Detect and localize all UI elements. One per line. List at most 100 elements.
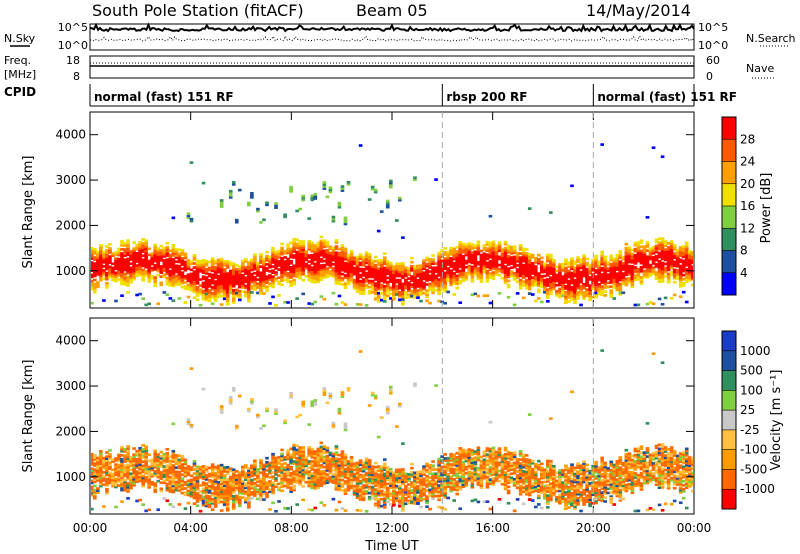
power-cell	[120, 272, 124, 276]
velocity-cell	[177, 480, 182, 484]
power-cell	[319, 278, 324, 282]
velocity-cell	[286, 478, 290, 481]
power-cell	[147, 280, 151, 283]
power-cell	[250, 285, 254, 288]
power-cell	[186, 273, 191, 277]
velocity-cell	[216, 470, 221, 474]
power-cell	[138, 253, 142, 256]
power-cell	[328, 257, 333, 261]
power-cell	[588, 263, 592, 267]
power-cell	[93, 284, 97, 288]
power-cell	[373, 292, 378, 296]
velocity-cell	[343, 453, 348, 457]
power-cell	[307, 274, 312, 278]
velocity-cell	[346, 466, 351, 469]
velocity-cell	[319, 472, 324, 475]
velocity-cell	[346, 484, 351, 488]
velocity-cell	[117, 471, 121, 475]
power-cell	[370, 287, 375, 291]
power-cell	[322, 276, 327, 279]
velocity-cell	[222, 478, 227, 481]
power-cell	[361, 274, 366, 277]
power-cell	[289, 255, 293, 259]
power-cell	[678, 280, 683, 284]
power-cell	[497, 247, 502, 251]
power-cell	[102, 265, 106, 268]
power-cell	[639, 267, 644, 271]
power-cell	[416, 274, 420, 278]
power-cell	[642, 259, 647, 263]
power-cell	[524, 258, 529, 261]
power-cell	[99, 244, 103, 247]
power-cell	[506, 267, 511, 270]
power-cell	[228, 275, 233, 279]
power-cell	[549, 257, 553, 261]
power-cell	[564, 287, 568, 290]
velocity-cell	[222, 488, 227, 492]
power-cell	[582, 268, 586, 272]
power-cell	[292, 272, 296, 276]
power-cell	[250, 287, 254, 290]
power-cell	[552, 277, 556, 280]
power-cell	[657, 270, 662, 273]
power-cell	[213, 299, 218, 302]
power-cell	[470, 293, 475, 297]
velocity-cell	[253, 482, 257, 485]
power-cell	[624, 263, 629, 266]
velocity-cell	[313, 474, 318, 478]
power-cell	[129, 270, 133, 274]
power-cell	[582, 274, 586, 278]
power-cell	[177, 258, 182, 262]
power-cell	[370, 259, 375, 262]
power-cell	[630, 285, 635, 289]
power-cell	[126, 282, 130, 285]
velocity-cell	[286, 449, 290, 453]
velocity-cell	[259, 471, 263, 475]
velocity-cell	[105, 451, 109, 454]
power-cell	[328, 261, 333, 265]
velocity-cell	[174, 474, 179, 478]
power-cell	[168, 249, 173, 253]
power-cell	[449, 271, 453, 275]
power-cell	[573, 301, 577, 304]
velocity-cell	[213, 465, 218, 469]
power-cell	[283, 272, 287, 276]
power-cell	[452, 263, 457, 267]
power-cell	[186, 265, 191, 268]
velocity-cell	[301, 450, 306, 453]
velocity-cell	[262, 490, 266, 493]
velocity-cell	[228, 402, 233, 405]
power-cell	[437, 265, 441, 269]
power-cell	[543, 290, 547, 294]
velocity-cell	[301, 464, 306, 468]
velocity-cell	[132, 469, 136, 473]
power-cell	[361, 284, 366, 287]
power-cell	[398, 270, 402, 274]
power-cell	[518, 264, 523, 268]
power-cell	[582, 272, 586, 276]
power-cell	[543, 280, 547, 284]
velocity-cell	[210, 487, 215, 491]
power-cell	[183, 287, 188, 290]
power-cell	[286, 263, 290, 267]
power-cell	[479, 259, 484, 263]
velocity-cell	[129, 480, 133, 484]
power-cell	[618, 293, 623, 296]
velocity-cell	[262, 484, 266, 487]
power-cell	[567, 273, 571, 277]
velocity-cell	[93, 480, 97, 484]
velocity-cell	[310, 480, 315, 484]
power-cell	[624, 246, 629, 250]
power-cell	[234, 282, 239, 286]
power-cell	[401, 264, 405, 267]
velocity-cell	[108, 467, 112, 471]
power-cell	[367, 263, 372, 266]
power-cell	[458, 249, 463, 252]
velocity-cell	[183, 474, 188, 478]
power-cell	[398, 268, 402, 272]
power-cell	[340, 185, 345, 188]
velocity-cell	[325, 477, 330, 480]
power-cell	[440, 269, 444, 273]
velocity-cell	[96, 477, 100, 480]
velocity-cell	[295, 458, 299, 462]
